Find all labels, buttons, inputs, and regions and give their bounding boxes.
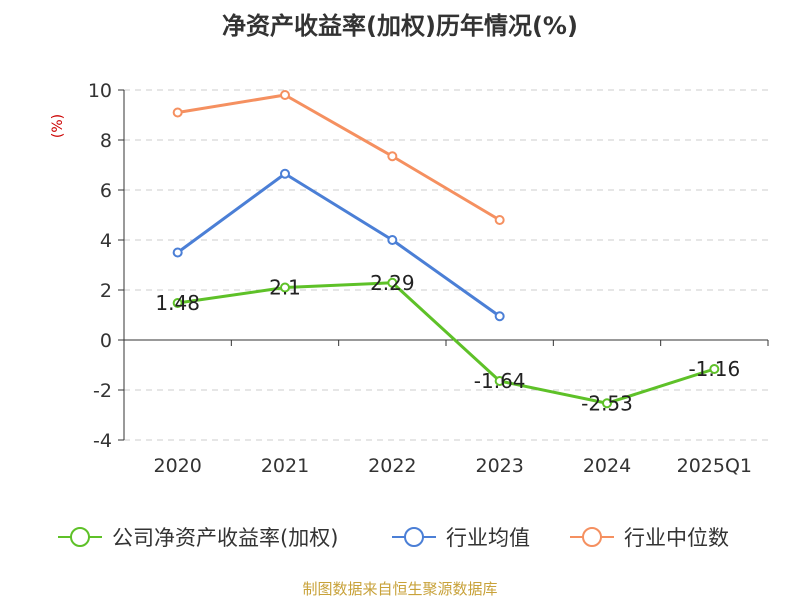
legend-label: 行业均值 bbox=[446, 526, 530, 550]
data-label: -1.64 bbox=[474, 369, 526, 393]
y-axis-unit-label: (%) bbox=[50, 114, 66, 138]
y-tick-label: 10 bbox=[88, 80, 112, 102]
y-tick-label: -4 bbox=[93, 430, 112, 452]
x-tick-label: 2023 bbox=[475, 455, 523, 477]
series-line bbox=[177, 281, 715, 405]
x-tick-label: 2025Q1 bbox=[677, 455, 752, 477]
series-line bbox=[177, 93, 501, 222]
series-line bbox=[176, 172, 501, 318]
legend-marker bbox=[404, 527, 424, 547]
x-tick-label: 2020 bbox=[153, 455, 201, 477]
data-label: -2.53 bbox=[581, 391, 633, 415]
y-tick-label: 8 bbox=[100, 130, 112, 152]
data-labels: 1.48 2.1 2.29 -1.64 -2.53 -1.16 bbox=[155, 271, 740, 416]
x-tick-label: 2021 bbox=[261, 455, 309, 477]
data-point bbox=[280, 90, 290, 100]
y-tick-label: 0 bbox=[100, 330, 112, 352]
x-tick-label: 2022 bbox=[368, 455, 416, 477]
data-point bbox=[280, 282, 290, 293]
data-point bbox=[387, 151, 398, 162]
data-point bbox=[602, 398, 612, 409]
y-tick-label: 6 bbox=[100, 180, 112, 202]
data-point bbox=[172, 247, 183, 258]
data-point bbox=[280, 168, 290, 179]
legend: 公司净资产收益率(加权) 行业均值 行业中位数 bbox=[58, 526, 729, 550]
y-tick-label: 4 bbox=[100, 230, 112, 252]
axes: -4 -2 0 2 4 6 8 10 2020 2021 2022 2023 2024 2025Q1 bbox=[88, 80, 769, 477]
data-point bbox=[172, 298, 183, 308]
data-point bbox=[709, 364, 720, 374]
data-label: 2.29 bbox=[370, 271, 415, 295]
data-point bbox=[172, 107, 183, 118]
chart-title: 净资产收益率(加权)历年情况(%) bbox=[222, 12, 578, 40]
grid-lines bbox=[124, 89, 768, 441]
y-tick-label: 2 bbox=[100, 280, 112, 302]
data-point bbox=[494, 311, 505, 322]
data-point bbox=[494, 376, 505, 386]
data-point bbox=[387, 277, 398, 288]
data-point bbox=[494, 215, 505, 225]
x-tick-label: 2024 bbox=[583, 455, 631, 477]
series-lines bbox=[172, 90, 720, 409]
source-note: 制图数据来自恒生聚源数据库 bbox=[302, 580, 498, 598]
y-tick-label: -2 bbox=[93, 380, 112, 402]
data-point bbox=[387, 235, 398, 245]
data-label: -1.16 bbox=[688, 357, 740, 381]
legend-marker bbox=[70, 527, 90, 547]
legend-marker bbox=[582, 527, 602, 547]
legend-label: 行业中位数 bbox=[624, 526, 729, 550]
data-label: 1.48 bbox=[155, 291, 200, 315]
data-label: 2.1 bbox=[269, 276, 301, 300]
legend-label: 公司净资产收益率(加权) bbox=[112, 526, 338, 550]
